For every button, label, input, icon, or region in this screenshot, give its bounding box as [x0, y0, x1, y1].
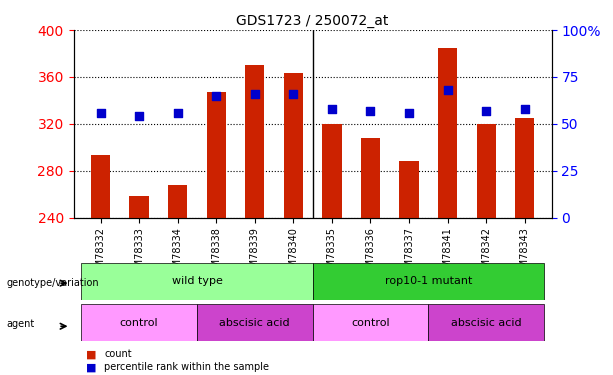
- Bar: [515, 118, 535, 218]
- Point: [327, 106, 337, 112]
- Bar: [91, 155, 110, 218]
- Bar: [361, 138, 380, 218]
- FancyBboxPatch shape: [313, 262, 544, 300]
- Text: count: count: [104, 350, 132, 359]
- Text: percentile rank within the sample: percentile rank within the sample: [104, 363, 269, 372]
- Text: ■: ■: [86, 363, 96, 372]
- Bar: [476, 124, 496, 218]
- Point: [404, 110, 414, 116]
- Text: control: control: [120, 318, 158, 327]
- Text: genotype/variation: genotype/variation: [6, 278, 99, 288]
- FancyBboxPatch shape: [428, 304, 544, 341]
- Point: [365, 108, 375, 114]
- Point: [520, 106, 530, 112]
- FancyBboxPatch shape: [82, 262, 313, 300]
- Bar: [168, 185, 188, 218]
- Title: GDS1723 / 250072_at: GDS1723 / 250072_at: [237, 13, 389, 28]
- Bar: [438, 48, 457, 217]
- FancyBboxPatch shape: [313, 304, 428, 341]
- Bar: [284, 74, 303, 217]
- Text: rop10-1 mutant: rop10-1 mutant: [384, 276, 472, 286]
- Point: [96, 110, 105, 116]
- FancyBboxPatch shape: [197, 304, 313, 341]
- Bar: [322, 124, 341, 218]
- Text: wild type: wild type: [172, 276, 223, 286]
- Bar: [245, 65, 264, 218]
- Text: control: control: [351, 318, 390, 327]
- Text: abscisic acid: abscisic acid: [219, 318, 290, 327]
- Text: abscisic acid: abscisic acid: [451, 318, 522, 327]
- Bar: [129, 196, 149, 217]
- Text: ■: ■: [86, 350, 96, 359]
- Point: [443, 87, 452, 93]
- Point: [211, 93, 221, 99]
- FancyBboxPatch shape: [82, 304, 197, 341]
- Bar: [400, 161, 419, 218]
- Point: [134, 113, 144, 119]
- Point: [173, 110, 183, 116]
- Point: [289, 91, 299, 97]
- Text: agent: agent: [6, 320, 34, 329]
- Bar: [207, 92, 226, 218]
- Point: [481, 108, 491, 114]
- Point: [250, 91, 260, 97]
